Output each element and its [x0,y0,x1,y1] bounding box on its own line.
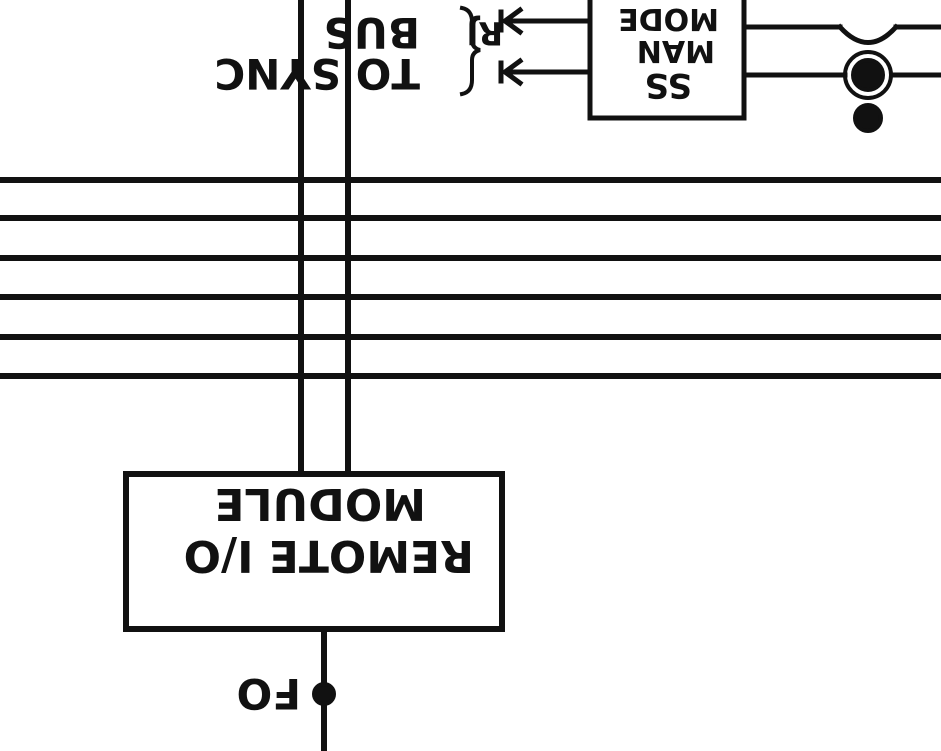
label-to-sync: TO SYNC [214,49,420,98]
switch-arc [836,23,900,45]
ss-man-mode-line-1: SS [645,65,692,105]
fo-node [312,682,336,706]
switch-contact-upper-ring [843,50,893,100]
label-bus: BUS [324,8,420,57]
ss-man-mode-box [587,0,747,121]
remote-io-module-box [123,471,505,632]
ss-man-mode-line-3: MODE [618,1,719,36]
switch-contact-upper [851,58,885,92]
label-fo: FO [237,669,301,718]
rj-arrow-upper [500,6,524,36]
ss-man-mode-line-2: MAN [637,33,715,68]
switch-contact-lower [853,103,883,133]
rj-brace [459,5,481,97]
remote-io-module-line-2: MODULE [214,478,426,529]
rj-arrow-lower [500,57,524,87]
remote-io-module-line-1: REMOTE I/O [184,530,474,581]
